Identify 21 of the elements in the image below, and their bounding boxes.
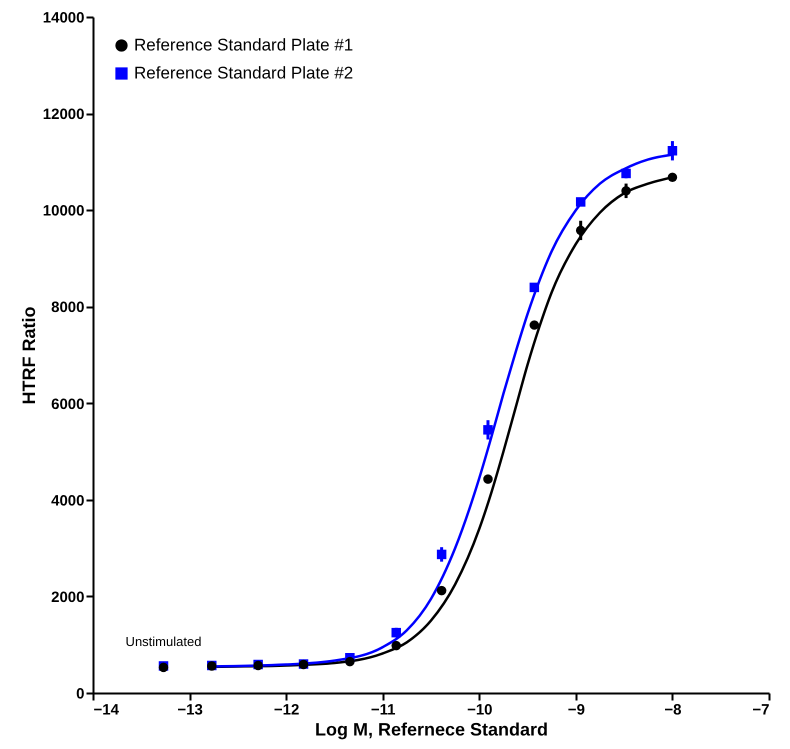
y-tick-label: 14000: [42, 10, 84, 26]
annotation: Unstimulated: [126, 634, 202, 649]
x-tick-label: −9: [568, 702, 585, 718]
x-tick-label: −11: [370, 702, 396, 718]
x-axis-title: Log M, Refernece Standard: [314, 720, 548, 740]
y-tick-label: 0: [76, 686, 84, 702]
x-tick-label: −10: [467, 702, 493, 718]
y-tick-label: 12000: [42, 106, 84, 124]
y-tick-label: 8000: [51, 299, 84, 316]
x-tick-label: −12: [274, 702, 300, 718]
legend-label: Reference Standard Plate #2: [134, 64, 354, 82]
x-tick-label: −14: [94, 702, 120, 718]
y-tick-label: 4000: [51, 492, 84, 510]
y-tick-label: 10000: [42, 202, 84, 220]
x-tick-label: −8: [664, 702, 682, 718]
legend-label: Reference Standard Plate #1: [134, 36, 354, 54]
y-axis-title: HTRF Ratio: [18, 306, 39, 404]
y-tick-label: 6000: [51, 396, 84, 413]
x-tick-label: −7: [752, 702, 770, 718]
x-tick-label: −13: [177, 702, 203, 718]
y-tick-label: 2000: [51, 588, 84, 606]
